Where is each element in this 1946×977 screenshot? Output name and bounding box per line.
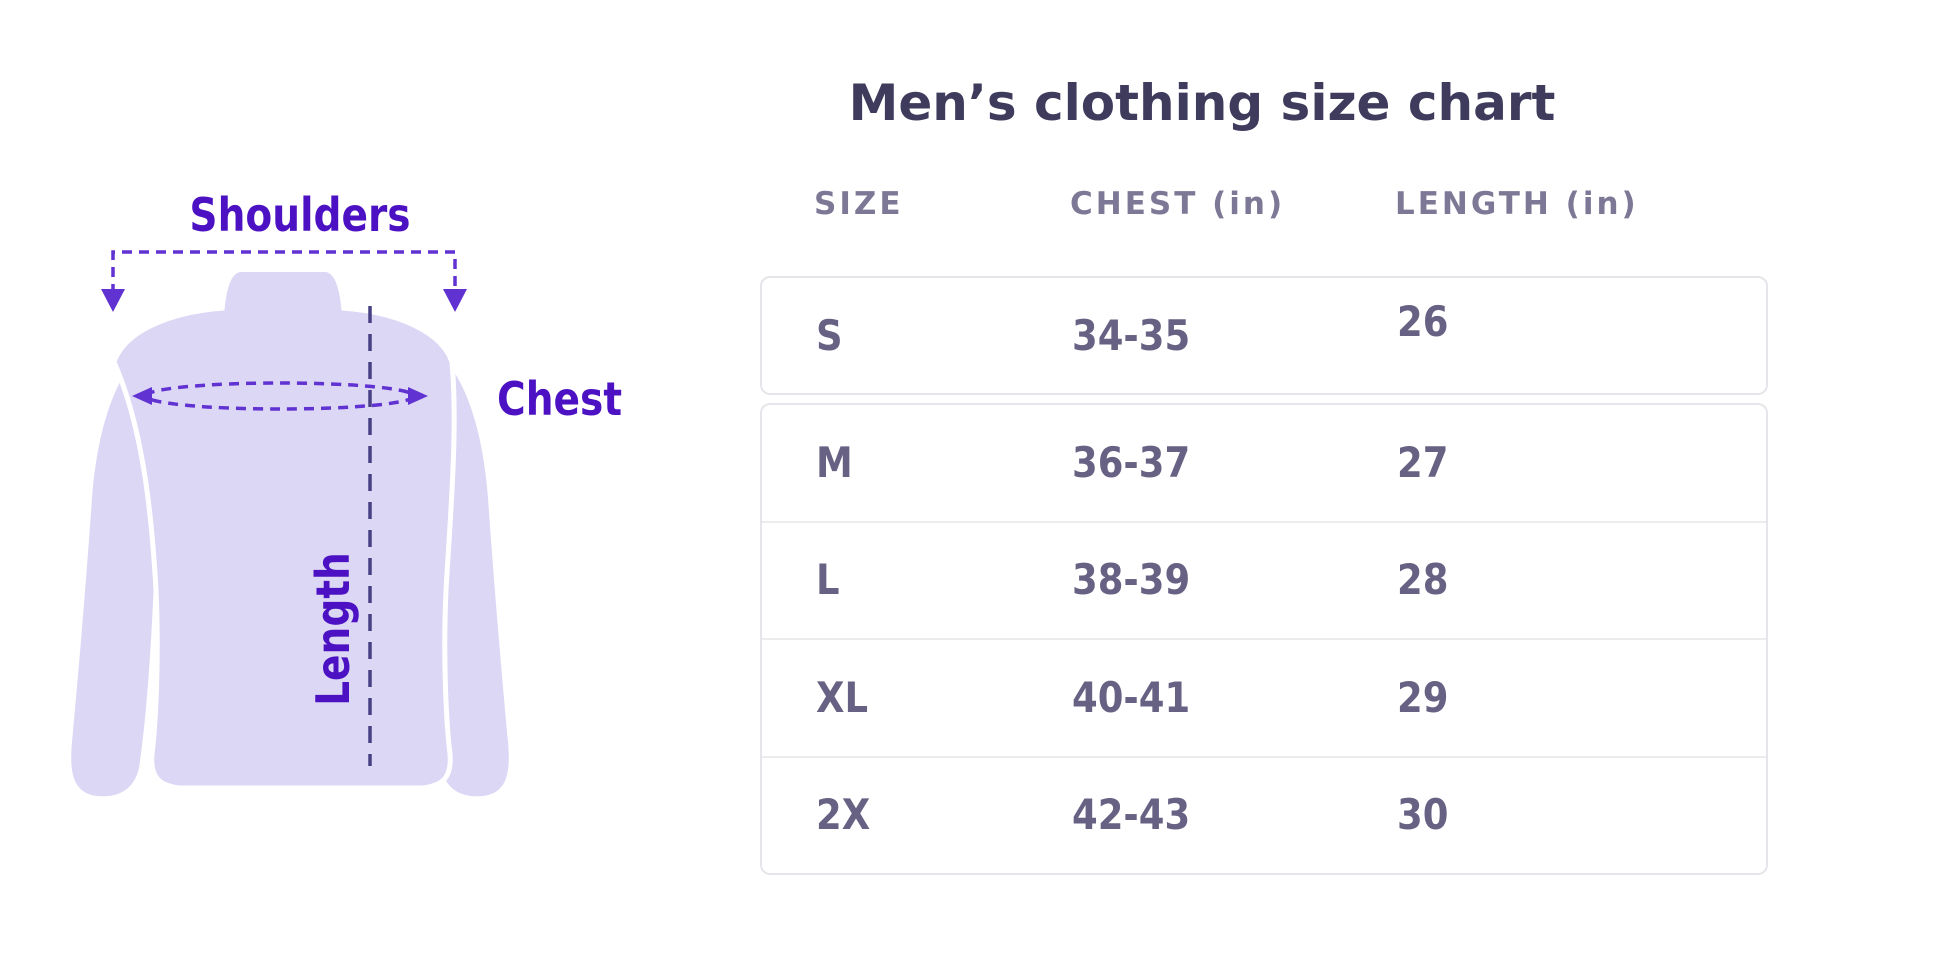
chest-label: Chest <box>497 372 623 426</box>
cell-length: 29 <box>1397 672 1449 722</box>
cell-chest: 36-37 <box>1072 437 1191 487</box>
cell-size: M <box>816 437 853 487</box>
shirt-illustration <box>71 250 509 797</box>
table-row: M 36-37 27 <box>762 405 1766 521</box>
table-row: S 34-35 26 <box>762 278 1766 393</box>
cell-size: L <box>816 555 840 605</box>
table-box-first: S 34-35 26 <box>760 276 1768 395</box>
shirt-torso <box>111 305 457 791</box>
cell-size: XL <box>816 672 869 722</box>
chart-title: Men’s clothing size chart <box>848 74 1556 132</box>
shirt-diagram: Shoulders Chest Length <box>0 0 700 850</box>
cell-chest: 42-43 <box>1072 790 1191 840</box>
shoulders-label: Shoulders <box>189 188 411 242</box>
cell-length: 27 <box>1397 437 1449 487</box>
table-row: 2X 42-43 30 <box>762 755 1766 874</box>
length-label: Length <box>306 552 360 706</box>
cell-length: 30 <box>1397 790 1449 840</box>
chest-arrow-left-icon <box>132 387 152 405</box>
col-header-chest: CHEST (in) <box>1070 186 1286 222</box>
table-row: L 38-39 28 <box>762 520 1766 639</box>
cell-chest: 40-41 <box>1072 672 1191 722</box>
table-header-row: SIZE CHEST (in) LENGTH (in) <box>760 186 1768 226</box>
shoulders-arrow-left-icon <box>101 289 125 312</box>
shoulders-arrow-right-icon <box>443 289 467 312</box>
shirt-collar <box>224 272 342 316</box>
shoulders-measure-line <box>111 250 457 294</box>
cell-size: 2X <box>816 790 871 840</box>
cell-chest: 38-39 <box>1072 555 1191 605</box>
size-table-panel: Men’s clothing size chart SIZE CHEST (in… <box>760 0 1768 977</box>
table-box-rest: M 36-37 27 L 38-39 28 XL 40-41 29 2X 42-… <box>760 403 1768 875</box>
cell-length: 26 <box>1397 296 1449 346</box>
cell-size: S <box>816 310 843 360</box>
cell-length: 28 <box>1397 555 1449 605</box>
col-header-length: LENGTH (in) <box>1395 186 1639 222</box>
chest-arrow-right-icon <box>408 387 428 405</box>
table-row: XL 40-41 29 <box>762 638 1766 756</box>
cell-chest: 34-35 <box>1072 310 1191 360</box>
col-header-size: SIZE <box>814 186 904 222</box>
